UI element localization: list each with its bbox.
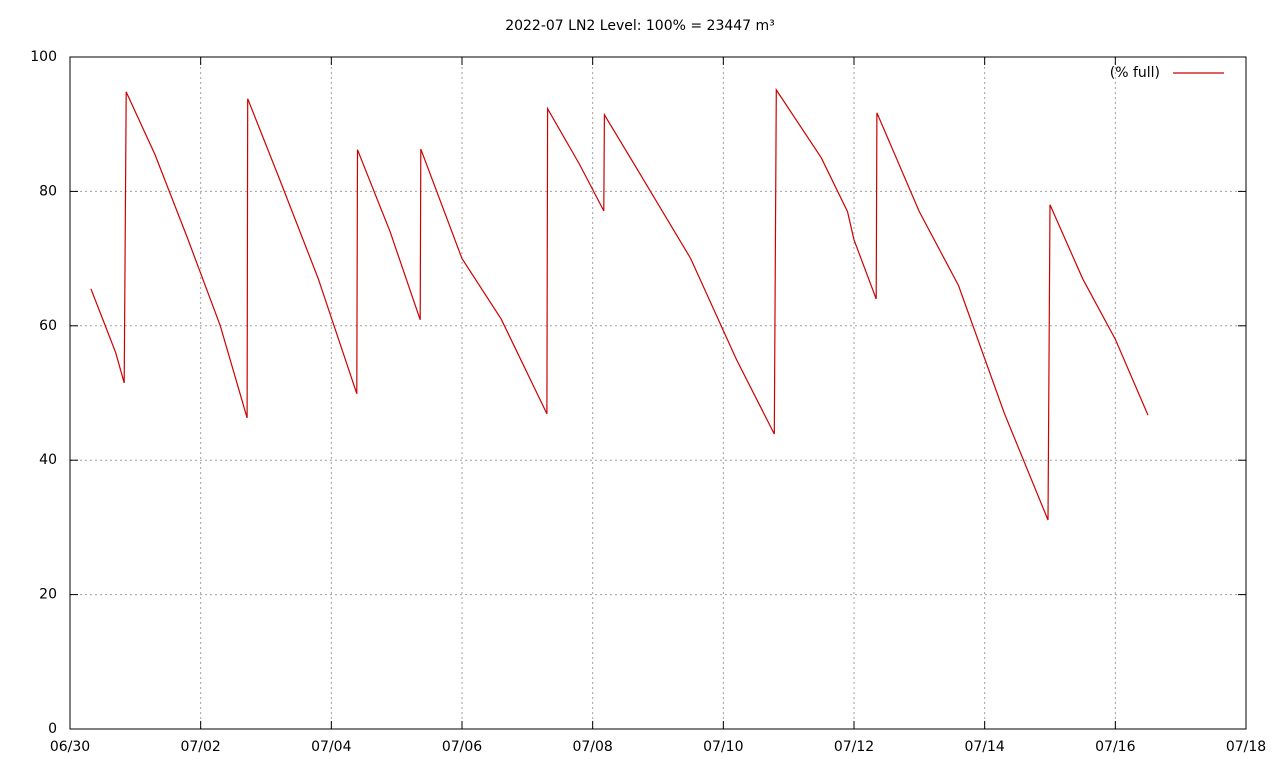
- y-tick-label: 20: [39, 587, 57, 603]
- chart-title: 2022-07 LN2 Level: 100% = 23447 m³: [505, 18, 775, 34]
- x-tick-label: 07/06: [442, 739, 482, 755]
- x-tick-label: 07/04: [311, 739, 351, 755]
- y-tick-label: 0: [48, 721, 57, 737]
- data-line: [90, 87, 1149, 521]
- y-tick-label: 60: [39, 318, 57, 334]
- y-tick-label: 40: [39, 452, 57, 468]
- x-tick-label: 07/02: [180, 739, 220, 755]
- x-tick-label: 07/10: [703, 739, 743, 755]
- x-tick-label: 07/08: [572, 739, 612, 755]
- x-tick-label: 07/14: [964, 739, 1004, 755]
- x-tick-label: 07/16: [1095, 739, 1135, 755]
- x-tick-label: 06/30: [50, 739, 90, 755]
- plot-border: [69, 56, 1247, 730]
- x-tick-label: 07/18: [1226, 739, 1266, 755]
- y-tick-label: 100: [30, 49, 57, 65]
- x-tick-label: 07/12: [834, 739, 874, 755]
- y-tick-label: 80: [39, 183, 57, 199]
- legend-label: (% full): [1110, 65, 1160, 81]
